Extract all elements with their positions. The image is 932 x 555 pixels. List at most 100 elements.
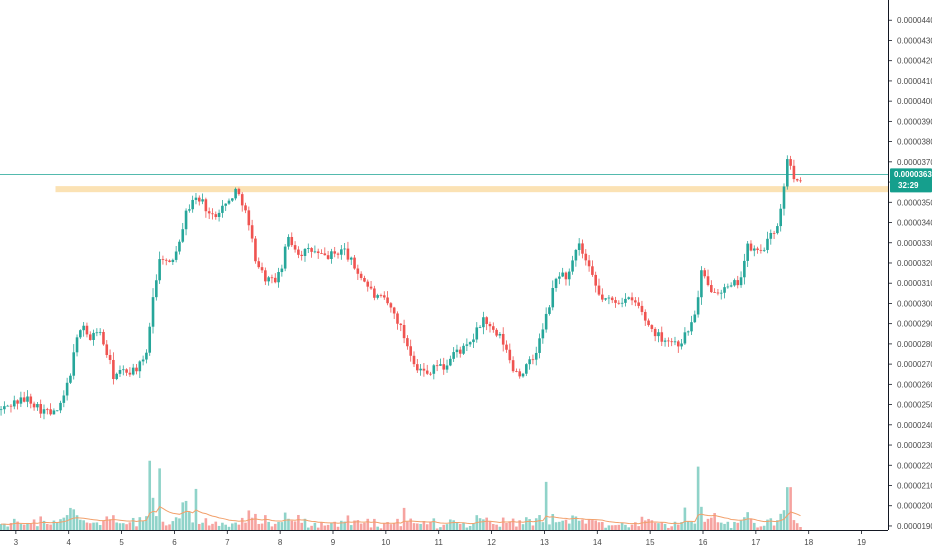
candle-189	[624, 293, 627, 307]
candle-183	[604, 297, 607, 301]
candle-body-170	[561, 272, 564, 277]
volume-bar-210	[693, 523, 697, 530]
volume-bar-105	[346, 515, 350, 530]
volume-bar-4	[12, 518, 16, 530]
candle-body-207	[683, 332, 687, 344]
candle-169	[558, 272, 561, 285]
time-axis[interactable]: 3 4 5 6 7 8 9 10 11 12 13 14 15 16 17 18 19	[14, 530, 867, 547]
candle-131	[432, 363, 436, 380]
candle-body-188	[620, 302, 624, 304]
volume-bar-171	[564, 519, 568, 530]
candle-body-31	[102, 331, 105, 345]
volume-bar-172	[567, 523, 571, 530]
volume-bar-123	[406, 521, 409, 530]
candle-17	[55, 410, 59, 412]
candle-body-112	[369, 286, 373, 289]
candle-109	[359, 271, 363, 281]
volume-bar-10	[32, 519, 36, 530]
volume-bar-19	[62, 517, 66, 530]
volume-bar-176	[581, 519, 584, 530]
y-tick-label-22: 0.00002200	[897, 461, 932, 470]
candle-100	[330, 248, 333, 264]
candle-162	[534, 346, 538, 366]
candle-body-96	[316, 251, 320, 254]
candle-body-226	[746, 243, 749, 261]
candle-body-28	[92, 332, 95, 340]
candle-body-46	[151, 297, 155, 327]
candle-body-20	[65, 382, 69, 396]
volume-bar-125	[412, 523, 416, 530]
candle-186	[614, 296, 617, 308]
volume-bar-200	[660, 522, 664, 530]
candle-95	[313, 245, 317, 254]
candle-body-102	[336, 253, 340, 255]
candle-body-204	[673, 341, 677, 343]
candle-206	[680, 338, 683, 350]
candle-body-136	[449, 358, 452, 366]
volume-bar-54	[178, 518, 181, 530]
candle-61	[201, 193, 204, 205]
candle-body-87	[287, 236, 290, 247]
volume-bar-141	[465, 527, 469, 530]
time-axis-background	[0, 530, 888, 550]
candle-124	[409, 339, 412, 362]
candle-44	[145, 349, 148, 364]
volume-bar-202	[667, 527, 670, 530]
candle-117	[386, 291, 389, 306]
x-tick-label-14: 17	[751, 538, 760, 547]
candle-15	[49, 403, 52, 416]
candle-body-141	[465, 344, 469, 346]
y-tick-label-23: 0.00002100	[897, 482, 932, 491]
candle-body-237	[782, 186, 786, 209]
candle-body-97	[320, 253, 323, 254]
candle-body-235	[776, 226, 779, 234]
volume-bar-79	[260, 523, 264, 530]
candle-168	[554, 277, 558, 292]
volume-bar-136	[449, 519, 452, 530]
candle-81	[267, 275, 270, 286]
volume-bar-27	[88, 523, 92, 530]
candle-79	[260, 262, 264, 273]
volume-bar-232	[766, 519, 769, 530]
candle-body-32	[105, 344, 109, 356]
candle-body-197	[650, 325, 654, 329]
candle-41	[135, 364, 138, 375]
volume-bar-30	[98, 525, 102, 530]
candle-93	[306, 243, 310, 254]
candle-body-66	[217, 212, 221, 217]
candle-144	[475, 322, 479, 343]
volume-bar-185	[610, 525, 614, 530]
candle-211	[696, 290, 700, 318]
volume-bar-49	[161, 521, 165, 530]
candle-body-189	[624, 298, 627, 303]
volume-bar-207	[683, 507, 687, 530]
candle-body-217	[716, 292, 720, 294]
candle-body-81	[267, 277, 270, 282]
candle-57	[188, 204, 191, 213]
volume-bar-238	[786, 487, 789, 530]
volume-bar-82	[270, 526, 274, 530]
candle-body-54	[178, 241, 181, 252]
candle-3	[9, 403, 13, 413]
candle-239	[789, 155, 792, 170]
volume-bar-183	[604, 527, 607, 530]
volume-bar-31	[102, 520, 105, 530]
volume-bar-162	[534, 518, 538, 530]
candle-120	[396, 311, 399, 330]
candle-body-148	[488, 323, 492, 327]
volume-bar-124	[409, 518, 412, 530]
candle-body-161	[531, 359, 535, 361]
volume-bar-149	[491, 524, 495, 530]
candle-body-133	[439, 364, 442, 366]
candle-body-195	[643, 311, 647, 321]
candle-body-209	[690, 322, 693, 332]
candle-170	[561, 267, 564, 278]
volume-bar-46	[151, 497, 155, 530]
price-axis[interactable]: 0.00004400 0.00004300 0.00004200 0.00004100…	[888, 16, 932, 531]
candle-body-199	[657, 332, 660, 337]
candle-12	[39, 399, 42, 418]
candle-body-140	[462, 345, 465, 354]
